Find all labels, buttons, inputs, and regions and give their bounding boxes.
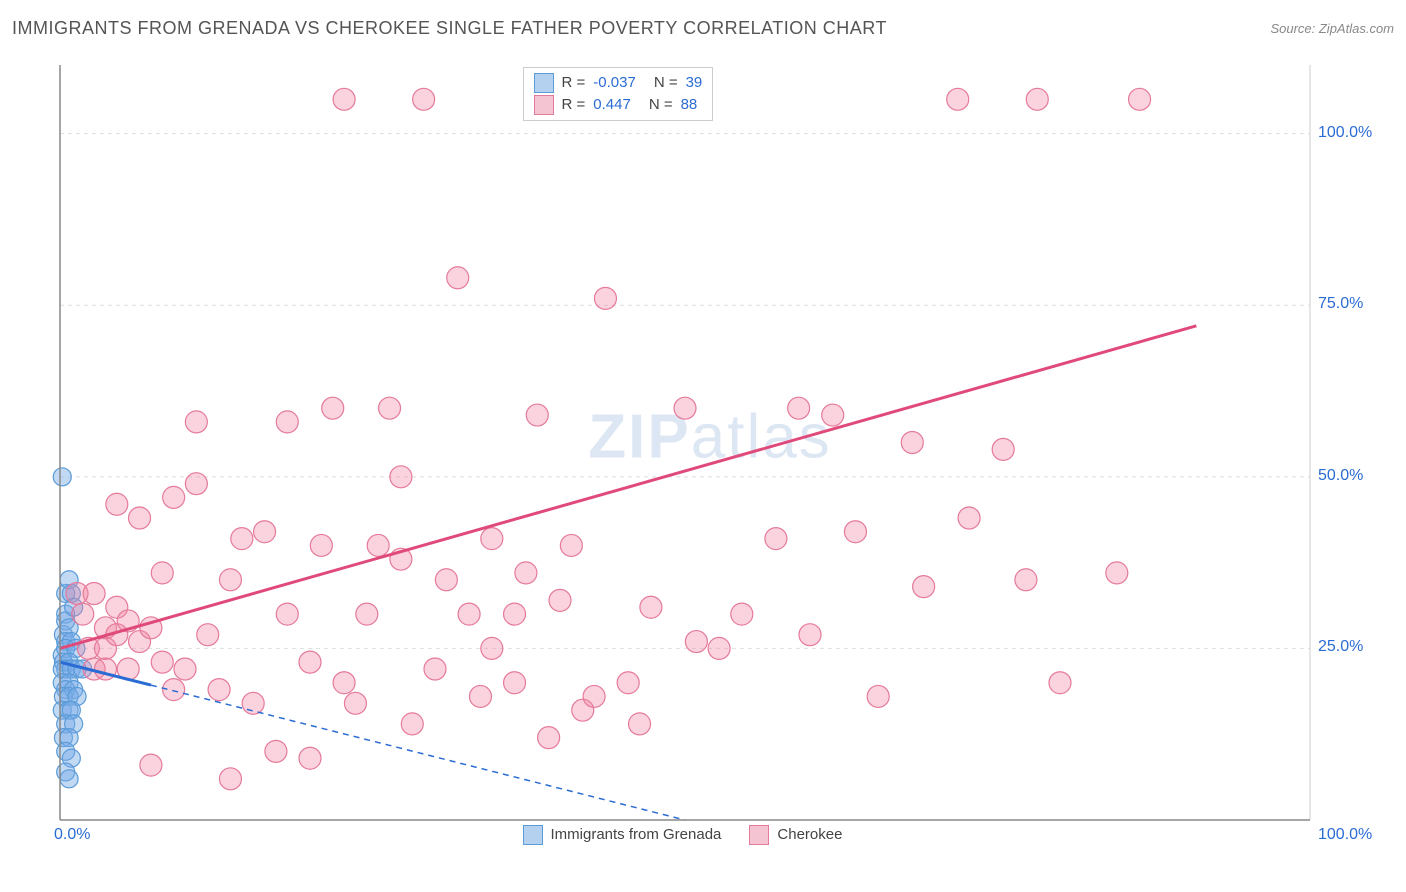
- x-tick-label: 0.0%: [54, 826, 90, 844]
- series-legend: Immigrants from Grenada Cherokee: [523, 824, 843, 846]
- x-tick-label: 100.0%: [1318, 826, 1372, 844]
- y-tick-label: 100.0%: [1318, 124, 1372, 142]
- legend-swatch: [534, 73, 554, 93]
- chart-area: ZIPatlas: [50, 55, 1390, 835]
- y-tick-label: 25.0%: [1318, 638, 1363, 656]
- stats-legend-row: R =-0.037 N =39: [534, 72, 703, 94]
- y-tick-label: 75.0%: [1318, 295, 1363, 313]
- legend-swatch: [749, 825, 769, 845]
- chart-title: IMMIGRANTS FROM GRENADA VS CHEROKEE SING…: [12, 18, 887, 39]
- y-tick-label: 50.0%: [1318, 467, 1363, 485]
- series-legend-item: Cherokee: [749, 824, 842, 846]
- series-legend-label: Immigrants from Grenada: [551, 824, 722, 846]
- series-legend-label: Cherokee: [777, 824, 842, 846]
- chart-header: IMMIGRANTS FROM GRENADA VS CHEROKEE SING…: [12, 18, 1394, 39]
- stats-legend: R =-0.037 N =39R =0.447 N =88: [523, 67, 714, 121]
- source-attribution: Source: ZipAtlas.com: [1270, 21, 1394, 36]
- stats-legend-row: R =0.447 N =88: [534, 94, 703, 116]
- series-legend-item: Immigrants from Grenada: [523, 824, 722, 846]
- legend-swatch: [523, 825, 543, 845]
- legend-swatch: [534, 95, 554, 115]
- scatter-chart: ZIPatlas: [50, 55, 1390, 835]
